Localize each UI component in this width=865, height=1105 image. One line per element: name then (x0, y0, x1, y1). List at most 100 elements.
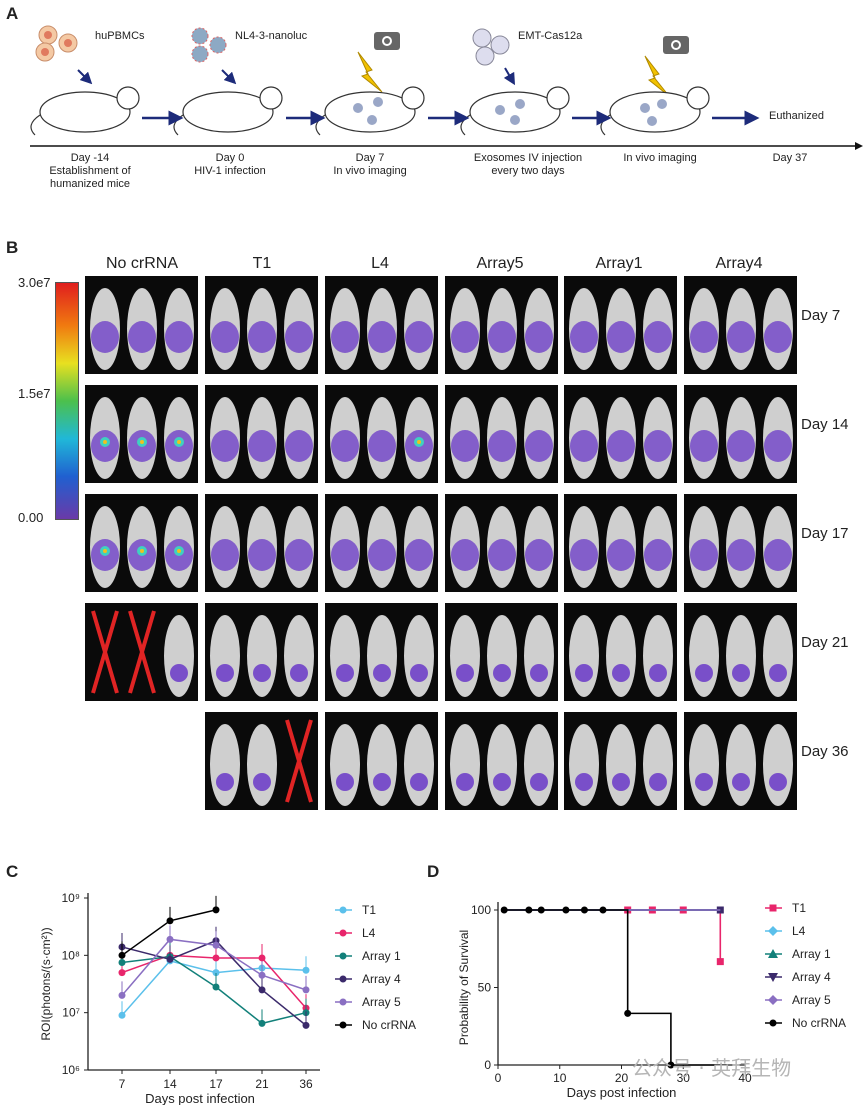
panel-b-letter: B (6, 238, 19, 257)
luminescence-signal (285, 430, 313, 462)
luminescence-signal (607, 321, 635, 353)
col-array4: Array4 (715, 255, 763, 272)
x-tick-label: 10 (553, 1071, 567, 1085)
data-point (166, 955, 174, 963)
luminescence-signal (570, 321, 598, 353)
legend-label: L4 (792, 924, 806, 938)
legend-label: No crRNA (792, 1016, 846, 1030)
mouse-body (247, 724, 277, 806)
mouse-image (684, 494, 797, 592)
luminescence-signal (690, 430, 718, 462)
mouse-image (564, 385, 677, 483)
col-array1: Array1 (595, 255, 643, 272)
survival-marker (716, 958, 724, 966)
luminescence-signal (211, 321, 239, 353)
mouse-body (726, 724, 756, 806)
survival-marker (580, 906, 588, 914)
colorbar-mid: 1.5e7 (18, 386, 51, 401)
luminescence-signal (410, 664, 428, 682)
luminescence-signal (285, 321, 313, 353)
data-point (212, 983, 220, 991)
luminescence-signal (488, 539, 516, 571)
deceased-x-mark (91, 610, 119, 694)
mouse-image (85, 494, 198, 592)
luminescence-signal (644, 430, 672, 462)
mouse-body (487, 615, 517, 697)
x-tick-label: 40 (738, 1071, 752, 1085)
legend-marker (339, 975, 347, 983)
luminescence-signal (373, 773, 391, 791)
luminescence-signal (525, 539, 553, 571)
legend-marker (339, 952, 347, 960)
luminescence-signal (649, 664, 667, 682)
luminescence-signal (165, 321, 193, 353)
panel-d-letter: D (427, 862, 440, 881)
y-tick-label: 10⁷ (62, 1006, 80, 1020)
luminescence-signal (368, 539, 396, 571)
mouse-image (85, 276, 198, 374)
legend-marker (768, 995, 778, 1005)
mouse-image (325, 712, 438, 810)
luminescence-signal (331, 539, 359, 571)
luminescence-signal (451, 539, 479, 571)
legend-marker (339, 929, 347, 937)
mouse-body (763, 615, 793, 697)
mouse-body (404, 724, 434, 806)
hotspot-core (140, 549, 144, 553)
data-point (118, 958, 126, 966)
mouse-image (564, 603, 677, 701)
mouse-body (689, 724, 719, 806)
legend-marker (768, 949, 778, 958)
panel-c-letter: C (6, 862, 19, 881)
data-point (118, 1011, 126, 1019)
data-point (258, 986, 266, 994)
mouse-image (684, 712, 797, 810)
luminescence-signal (373, 664, 391, 682)
data-point (118, 951, 126, 959)
luminescence-signal (331, 430, 359, 462)
mouse-image (205, 385, 318, 483)
mouse-body (367, 615, 397, 697)
mouse-image (445, 385, 558, 483)
luminescence-signal (488, 430, 516, 462)
panel-a-letter: A (6, 4, 19, 23)
legend-marker (339, 998, 347, 1006)
luminescence-signal (488, 321, 516, 353)
hotspot-core (103, 549, 107, 553)
col-no-crrna: No crRNA (105, 255, 178, 272)
mouse-icon (173, 86, 283, 136)
mouse-body (367, 724, 397, 806)
mouse-image (85, 385, 198, 483)
mouse-body (210, 615, 240, 697)
luminescence-signal (405, 321, 433, 353)
data-point (258, 954, 266, 962)
chart-d: 0 50 100 0 10 20 30 40 Days post infection Probab… (457, 901, 846, 1100)
luminescence-signal (530, 773, 548, 791)
mouse-image (205, 603, 318, 701)
camera-icon (374, 32, 400, 50)
hotspot-core (140, 440, 144, 444)
luminescence-signal (764, 321, 792, 353)
luminescence-signal (607, 539, 635, 571)
mouse-image (564, 276, 677, 374)
legend-label: T1 (362, 903, 376, 917)
y-axis-label: Probability of Survival (457, 930, 471, 1045)
colorbar (55, 282, 79, 520)
mouse-body (450, 724, 480, 806)
x-axis-label: Days post infection (145, 1091, 255, 1105)
luminescence-signal (285, 539, 313, 571)
luminescence-signal (493, 773, 511, 791)
row-day36: Day 36 (801, 743, 849, 760)
luminescence-signal (456, 664, 474, 682)
y-tick-label: 10⁶ (62, 1063, 80, 1077)
data-point (166, 917, 174, 925)
mouse-icon (600, 86, 710, 136)
mouse-body (450, 615, 480, 697)
x-tick-label: 21 (255, 1077, 269, 1091)
label-hupbmcs: huPBMCs (95, 30, 145, 42)
legend-label: Array 4 (792, 970, 831, 984)
luminescence-signal (612, 664, 630, 682)
luminescence-signal (525, 430, 553, 462)
data-point (212, 954, 220, 962)
survival-marker (500, 906, 508, 914)
